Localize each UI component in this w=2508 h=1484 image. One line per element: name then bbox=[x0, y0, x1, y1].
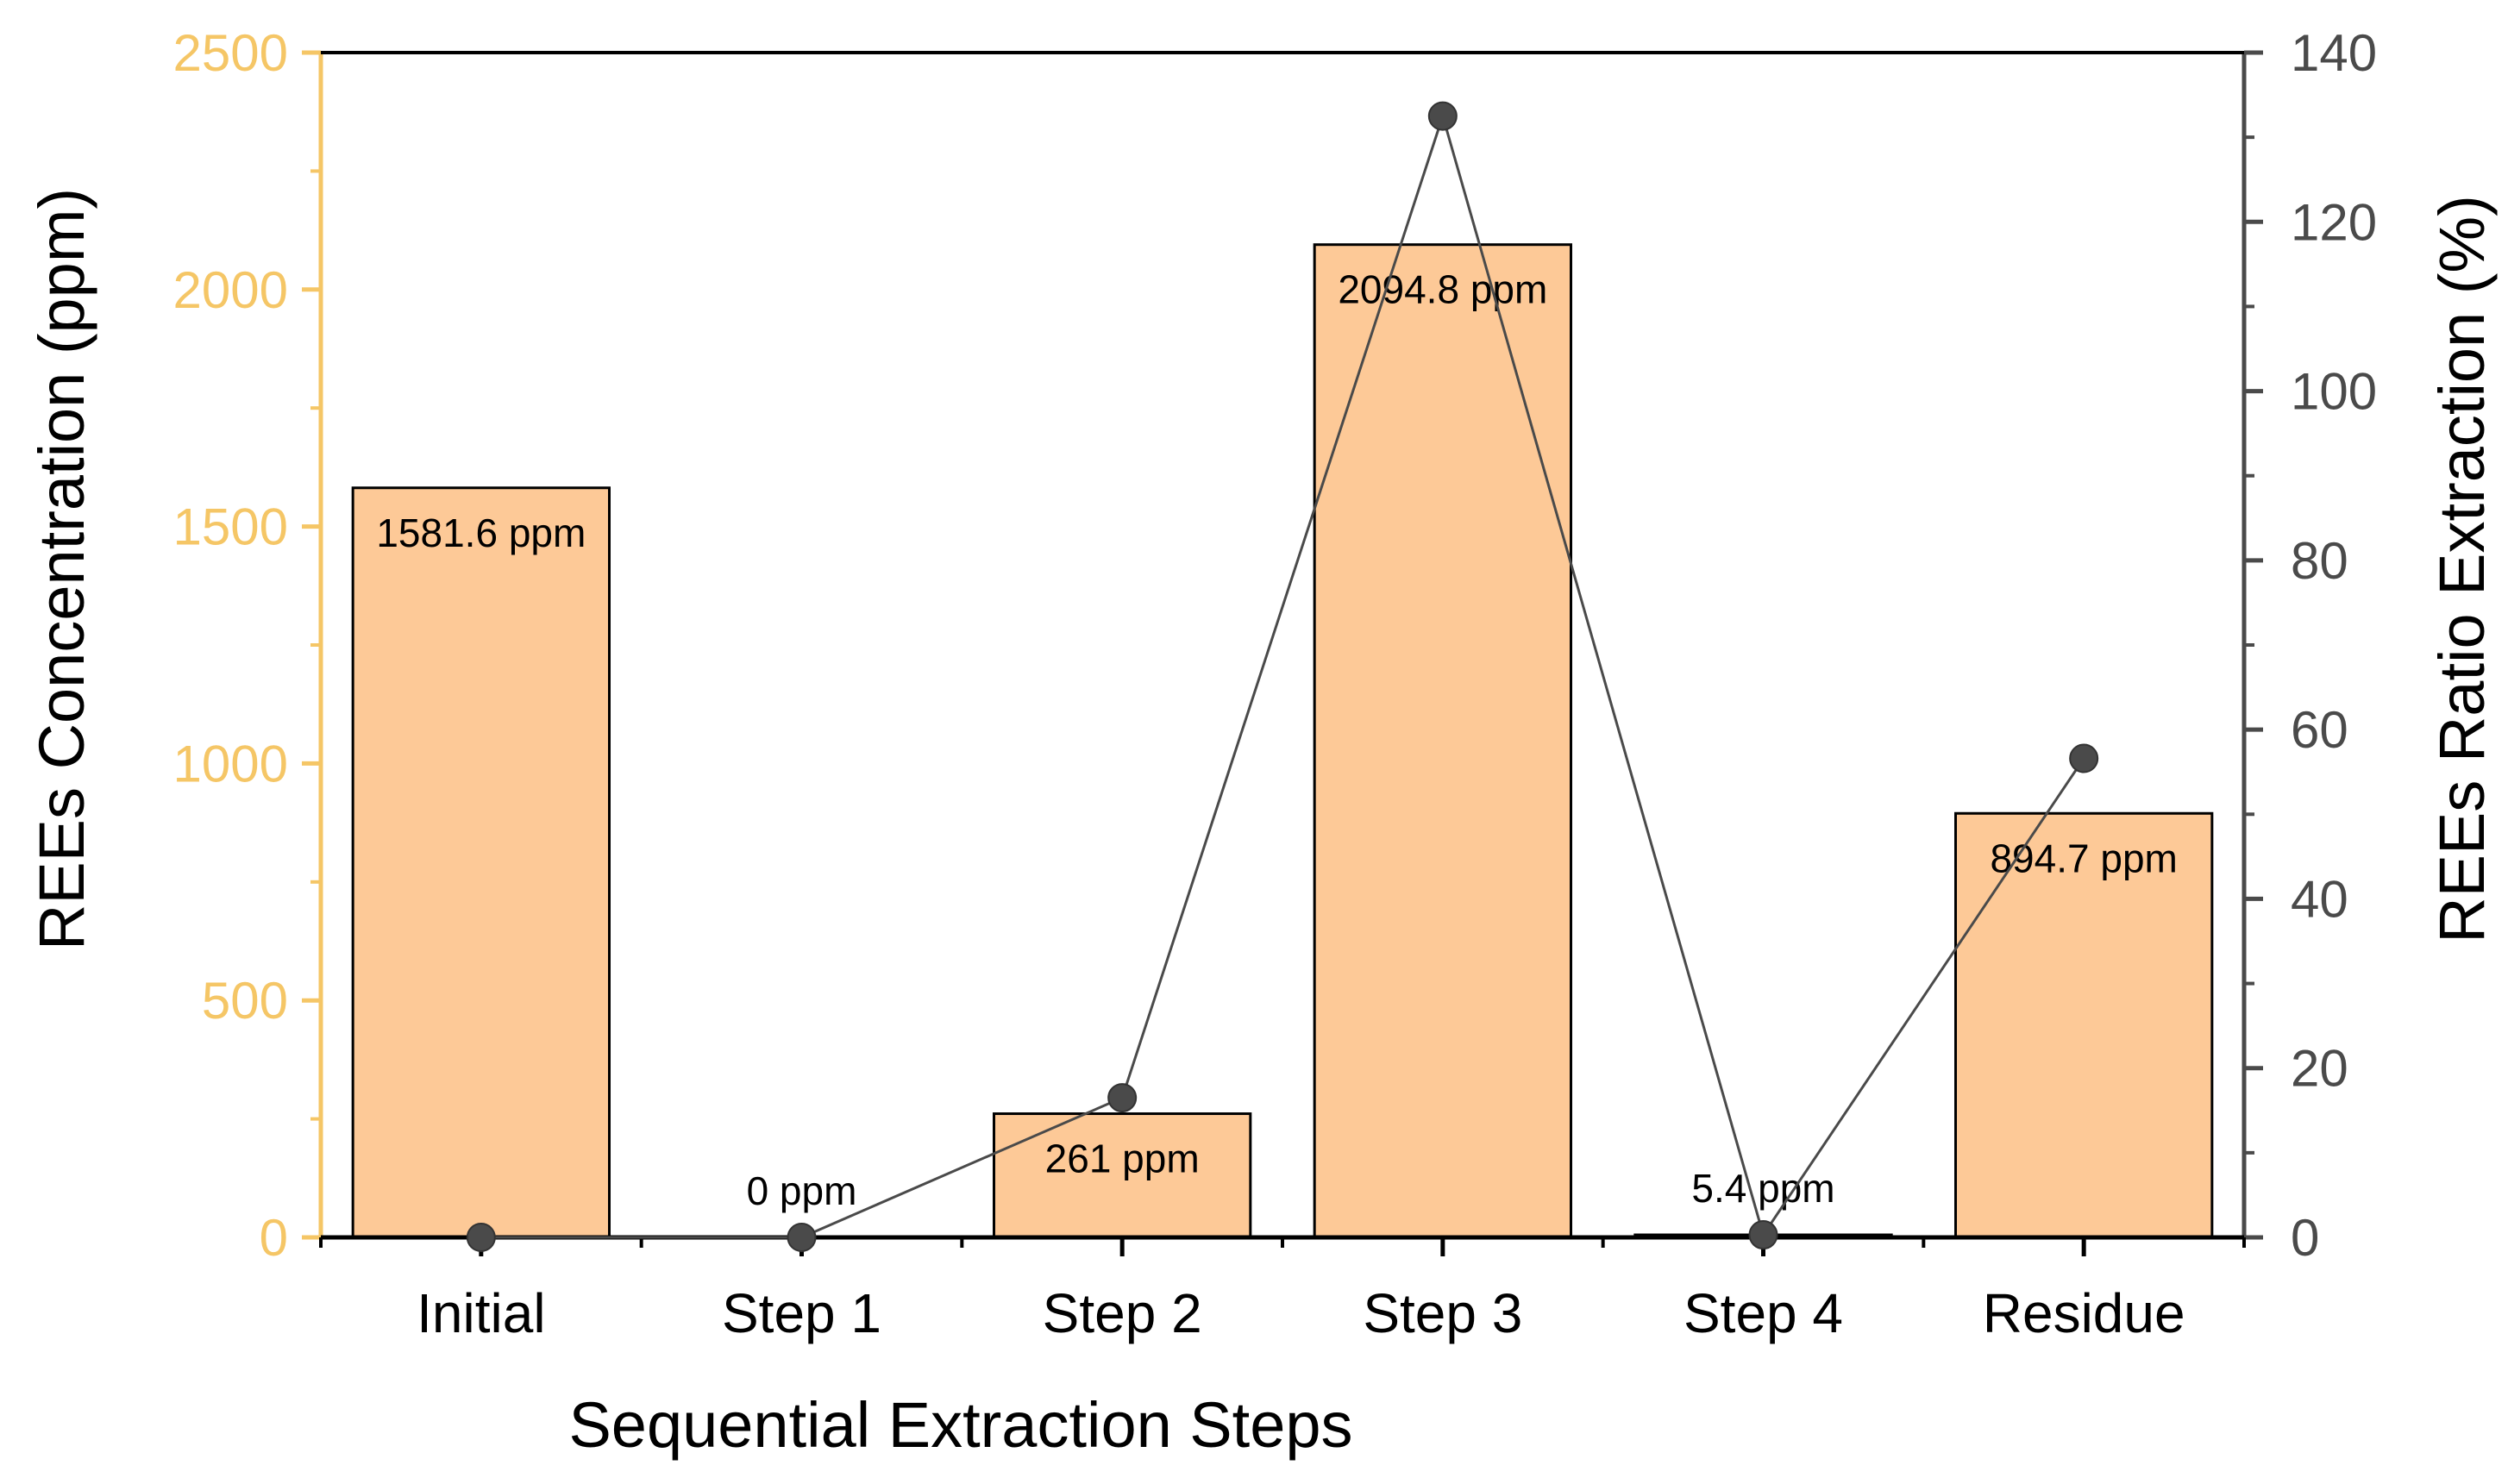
axes bbox=[302, 50, 2263, 1256]
x-tick-label: Initial bbox=[417, 1282, 545, 1344]
right-tick-label: 40 bbox=[2291, 870, 2348, 928]
x-tick-label: Step 1 bbox=[722, 1282, 881, 1344]
bar-residue bbox=[1954, 811, 2214, 1239]
x-tick-label: Step 3 bbox=[1363, 1282, 1522, 1344]
axis-titles: Sequential Extraction Steps REEs Concent… bbox=[26, 188, 2498, 1461]
left-tick-label: 1000 bbox=[173, 735, 288, 792]
x-tick-label: Step 2 bbox=[1043, 1282, 1202, 1344]
right-tick-label: 20 bbox=[2291, 1040, 2348, 1098]
left-tick-label: 2000 bbox=[173, 261, 288, 319]
left-tick-label: 2500 bbox=[173, 24, 288, 82]
ratio-point-step-3 bbox=[1427, 101, 1458, 131]
x-tick-label: Residue bbox=[1983, 1282, 2185, 1344]
left-tick-label: 0 bbox=[260, 1209, 288, 1267]
bar-data-label: 1581.6 ppm bbox=[376, 510, 586, 555]
ratio-point-step-1 bbox=[787, 1223, 817, 1252]
ratio-point-residue bbox=[2069, 743, 2099, 773]
bar-data-label: 894.7 ppm bbox=[1990, 836, 2177, 880]
ratio-point-initial bbox=[466, 1223, 496, 1252]
left-tick-label: 1500 bbox=[173, 498, 288, 556]
x-tick-label: Step 4 bbox=[1683, 1282, 1843, 1344]
right-tick-label: 0 bbox=[2291, 1209, 2319, 1267]
bar-data-label: 0 ppm bbox=[747, 1168, 857, 1213]
right-tick-label: 100 bbox=[2291, 363, 2377, 421]
bar-data-labels: 1581.6 ppm 0 ppm 261 ppm 2094.8 ppm 5.4 ppm 8… bbox=[376, 267, 2178, 1213]
ratio-line bbox=[480, 111, 2085, 1239]
right-tick-label: 120 bbox=[2291, 193, 2377, 251]
right-tick-label: 140 bbox=[2291, 24, 2377, 82]
bar-data-label: 5.4 ppm bbox=[1691, 1166, 1834, 1211]
left-tick-label: 500 bbox=[202, 972, 288, 1030]
y2-axis-title: REEs Ratio Extraction (%) bbox=[2426, 195, 2498, 943]
ratio-line-series bbox=[466, 101, 2099, 1252]
bar-data-label: 261 ppm bbox=[1045, 1136, 1200, 1181]
bar-data-label: 2094.8 ppm bbox=[1338, 267, 1547, 312]
tick-labels: 0 500 1000 1500 2000 2500 0 20 40 60 80 100 120 140 In… bbox=[173, 24, 2378, 1344]
y-axis-title: REEs Concentration (ppm) bbox=[26, 188, 97, 950]
bar-series bbox=[351, 243, 2214, 1239]
right-tick-label: 60 bbox=[2291, 701, 2348, 759]
x-axis-title: Sequential Extraction Steps bbox=[568, 1389, 1352, 1461]
bar-initial bbox=[351, 486, 611, 1239]
ratio-point-step-2 bbox=[1107, 1083, 1138, 1113]
right-tick-label: 80 bbox=[2291, 532, 2348, 590]
ratio-point-step-4 bbox=[1748, 1220, 1778, 1250]
